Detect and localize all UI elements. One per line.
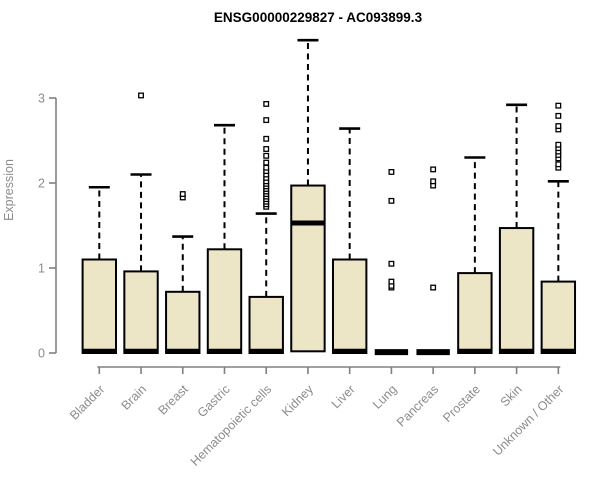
x-tick-label: Gastric xyxy=(195,382,233,420)
x-tick-label-group: Breast xyxy=(155,382,191,418)
box-liver xyxy=(331,127,368,354)
x-tick-label: Hematopoietic cells xyxy=(188,382,275,469)
box-rect xyxy=(331,258,368,354)
y-tick-label: 2 xyxy=(38,177,45,191)
outlier-point xyxy=(430,284,437,291)
x-tick-label: Brain xyxy=(119,382,150,413)
box-rect xyxy=(81,258,117,354)
x-tick-label: Unknown / Other xyxy=(490,382,566,458)
box-rect xyxy=(248,295,284,354)
outlier-point xyxy=(263,164,270,171)
box-hematopoietic-cells xyxy=(248,101,284,354)
outlier-point xyxy=(263,159,270,166)
x-tick-label: Breast xyxy=(155,382,191,418)
box-prostate xyxy=(457,156,493,355)
x-tick-label-group: Gastric xyxy=(195,382,233,420)
box-kidney xyxy=(290,38,326,353)
outlier-point xyxy=(388,260,395,267)
x-tick-label: Prostate xyxy=(440,382,483,425)
box-gastric xyxy=(206,123,243,354)
box-pancreas xyxy=(416,166,450,356)
outlier-point xyxy=(430,166,437,173)
box-breast xyxy=(165,191,201,354)
x-tick-label: Lung xyxy=(370,382,400,412)
outlier-point xyxy=(263,117,270,124)
chart-title: ENSG00000229827 - AC093899.3 xyxy=(214,10,423,25)
outlier-point xyxy=(263,146,270,152)
outlier-point xyxy=(263,135,270,142)
y-axis-label: Expression xyxy=(2,159,16,221)
x-tick-label: Pancreas xyxy=(394,382,441,429)
x-tick-label: Liver xyxy=(329,382,358,411)
outlier-point xyxy=(263,101,270,107)
outlier-point xyxy=(179,191,186,197)
box-lung xyxy=(374,168,409,356)
box-rect xyxy=(498,227,535,354)
box-rect xyxy=(290,184,326,353)
outlier-point xyxy=(138,92,144,99)
x-tick-label: Kidney xyxy=(279,382,316,419)
outlier-point xyxy=(388,278,395,285)
y-tick-label: 1 xyxy=(38,262,45,276)
outlier-point xyxy=(555,102,562,109)
box-rect xyxy=(165,290,201,354)
box-rect xyxy=(540,280,577,355)
outlier-point xyxy=(388,168,395,175)
box-rect xyxy=(457,272,493,355)
y-tick-label: 0 xyxy=(38,347,45,361)
box-brain xyxy=(123,92,159,354)
outlier-point xyxy=(555,141,562,148)
x-tick-label-group: Prostate xyxy=(440,382,483,425)
plot-area: 0 1 2 3 Bladder Brain Breast GastricHematopoiet… xyxy=(38,38,577,469)
x-tick-label-group: Liver xyxy=(329,382,358,411)
outlier-point xyxy=(555,123,562,129)
x-tick-label: Skin xyxy=(498,382,525,409)
x-tick-label: Bladder xyxy=(67,382,107,422)
x-tick-label-group: Brain xyxy=(119,382,150,413)
x-tick-label-group: Skin xyxy=(498,382,525,409)
box-skin xyxy=(498,103,535,354)
box-unknown-other xyxy=(540,102,577,355)
x-tick-label-group: Lung xyxy=(370,382,400,412)
outlier-point xyxy=(388,197,395,204)
box-rect xyxy=(206,248,243,354)
y-tick-label: 3 xyxy=(38,92,45,106)
outlier-point xyxy=(430,178,437,185)
x-tick-label-group: Pancreas xyxy=(394,382,441,429)
outlier-point xyxy=(555,112,562,119)
outlier-point xyxy=(555,161,562,168)
box-rect xyxy=(123,270,159,354)
box-bladder xyxy=(81,185,117,354)
x-tick-label-group: Unknown / Other xyxy=(490,382,566,458)
x-tick-label-group: Hematopoietic cells xyxy=(188,382,275,469)
outlier-point xyxy=(263,152,270,159)
x-tick-label-group: Kidney xyxy=(279,382,316,419)
x-tick-label-group: Bladder xyxy=(67,382,107,422)
